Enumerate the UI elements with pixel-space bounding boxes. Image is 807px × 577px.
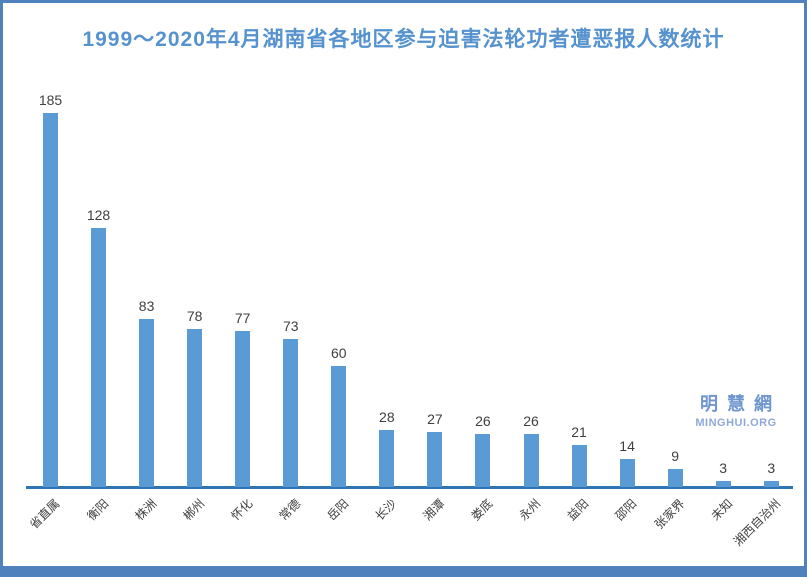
bar-value-label: 14 (619, 438, 635, 454)
x-axis-label: 常德 (276, 496, 304, 524)
x-axis-label: 怀化 (228, 496, 256, 524)
chart-title: 1999～2020年4月湖南省各地区参与迫害法轮功者遭恶报人数统计 (82, 28, 725, 51)
x-axis-label: 邵阳 (612, 496, 640, 524)
x-axis-label: 省直属 (27, 496, 63, 532)
minghui-url-text: MINGHUI.ORG (695, 416, 777, 429)
bar-value-label: 78 (186, 308, 203, 324)
bar-value-label: 26 (475, 413, 491, 429)
bar-value-label: 128 (86, 207, 111, 223)
x-axis-label: 湘西自治州 (731, 496, 784, 549)
bar-常德 (283, 339, 299, 487)
x-axis-label: 永州 (516, 496, 544, 524)
x-axis-label: 郴州 (180, 496, 207, 524)
bar-未知 (715, 481, 731, 487)
bar-岳阳 (331, 366, 347, 487)
bar-value-label: 28 (379, 409, 395, 425)
bar-value-label: 77 (234, 310, 251, 326)
bar-湘潭 (427, 432, 443, 487)
bar-株洲 (139, 319, 155, 487)
bar-value-label: 185 (38, 92, 63, 108)
bar-益阳 (571, 445, 587, 487)
x-axis-label: 湘潭 (420, 496, 448, 524)
bar-永州 (523, 434, 539, 487)
bar-省直属 (43, 113, 58, 487)
bar-value-label: 9 (671, 448, 680, 464)
bar-怀化 (235, 331, 251, 487)
bar-value-label: 26 (523, 413, 539, 429)
bar-value-label: 3 (767, 460, 776, 476)
bar-value-label: 3 (719, 460, 728, 476)
x-axis-label: 长沙 (372, 496, 400, 524)
bar-娄底 (475, 434, 491, 487)
bottom-border-bar (3, 566, 804, 574)
minghui-watermark: 明慧網 MINGHUI.ORG (689, 394, 783, 429)
bar-value-label: 21 (571, 424, 587, 440)
bar-郴州 (187, 329, 203, 487)
bar-邵阳 (619, 459, 635, 487)
x-axis-label: 衡阳 (83, 496, 111, 524)
bar-chart-plot-area: 185 省直属 128 衡阳 83 株洲 78 郴州 77 怀化 73 常德 60 岳阳 28 长沙 27 湘潭 2… (3, 3, 804, 574)
bar-长沙 (379, 430, 395, 487)
bar-value-label: 73 (282, 318, 299, 334)
x-axis-label: 未知 (708, 496, 736, 524)
x-axis-label: 岳阳 (324, 496, 352, 524)
minghui-logo-text: 明慧網 (700, 394, 781, 414)
x-axis-label: 益阳 (564, 496, 592, 524)
x-axis-label: 娄底 (468, 496, 496, 524)
bar-张家界 (667, 469, 683, 487)
bar-value-label: 27 (427, 411, 443, 427)
bar-value-label: 60 (331, 345, 347, 361)
bar-湘西自治州 (763, 481, 779, 487)
x-axis-label: 株洲 (132, 496, 159, 524)
x-axis-label: 张家界 (652, 496, 688, 532)
bar-衡阳 (91, 228, 107, 487)
x-axis-line (26, 486, 793, 489)
bar-value-label: 83 (138, 298, 155, 314)
